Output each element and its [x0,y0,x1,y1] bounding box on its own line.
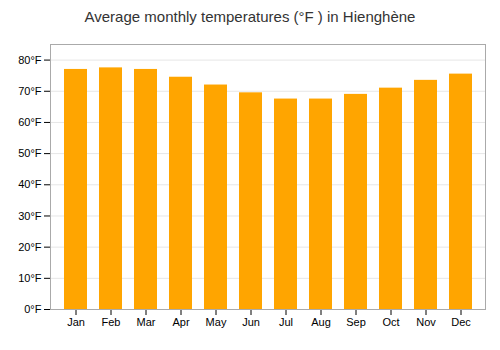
svg-text:40°F: 40°F [18,178,42,190]
svg-text:30°F: 30°F [18,209,42,221]
svg-text:Apr: Apr [172,316,189,328]
svg-text:Feb: Feb [102,316,121,328]
svg-text:Jul: Jul [279,316,293,328]
svg-text:50°F: 50°F [18,147,42,159]
svg-text:Nov: Nov [416,316,436,328]
svg-text:60°F: 60°F [18,116,42,128]
svg-text:0°F: 0°F [24,303,42,315]
svg-text:Mar: Mar [137,316,156,328]
svg-text:Oct: Oct [382,316,399,328]
svg-text:80°F: 80°F [18,54,42,66]
html-text:Average monthly temperatures (: Average monthly temperatures (°F ) in Hi… [84,8,416,25]
svg-text:May: May [206,316,227,328]
svg-text:Jun: Jun [242,316,260,328]
svg-text:20°F: 20°F [18,241,42,253]
svg-text:Dec: Dec [451,316,471,328]
svg-text:Jan: Jan [67,316,85,328]
svg-text:70°F: 70°F [18,85,42,97]
svg-text:10°F: 10°F [18,272,42,284]
svg-text:Aug: Aug [311,316,331,328]
svg-text:Sep: Sep [346,316,366,328]
